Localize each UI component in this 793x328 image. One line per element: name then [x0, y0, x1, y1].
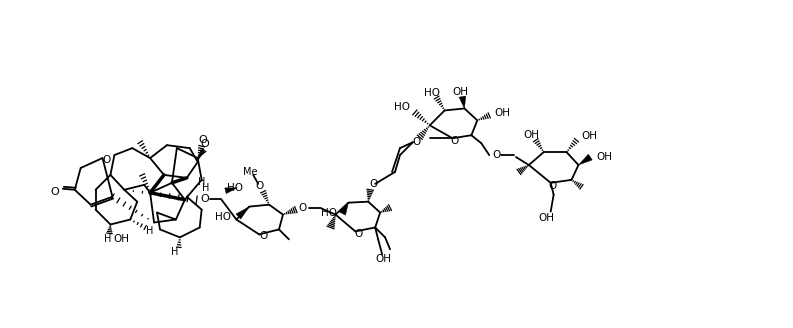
- Text: H: H: [104, 235, 111, 244]
- Text: O: O: [102, 155, 110, 165]
- Text: OH: OH: [113, 235, 129, 244]
- Text: OH: OH: [524, 130, 540, 140]
- Text: O: O: [492, 150, 500, 160]
- Text: OH: OH: [375, 254, 391, 264]
- Text: OH: OH: [538, 213, 555, 222]
- Text: HO: HO: [228, 183, 243, 193]
- Text: O: O: [201, 139, 209, 149]
- Text: O: O: [412, 137, 421, 147]
- Text: O: O: [354, 229, 362, 239]
- Text: O: O: [51, 187, 59, 197]
- Text: H: H: [171, 247, 178, 257]
- Text: O: O: [259, 231, 267, 241]
- Text: HO: HO: [216, 212, 232, 221]
- Text: O: O: [450, 136, 458, 146]
- Text: O: O: [299, 203, 307, 213]
- Text: OH: OH: [494, 109, 510, 118]
- Text: H: H: [198, 177, 205, 187]
- Text: OH: OH: [581, 131, 597, 141]
- Text: O: O: [198, 135, 207, 145]
- Polygon shape: [236, 207, 249, 219]
- Text: O: O: [369, 179, 377, 189]
- Text: H: H: [147, 226, 154, 236]
- Text: HO: HO: [320, 208, 336, 217]
- Text: O: O: [201, 194, 209, 204]
- Polygon shape: [459, 96, 465, 109]
- Text: H: H: [202, 183, 209, 193]
- Polygon shape: [339, 203, 348, 215]
- Polygon shape: [224, 188, 237, 194]
- Text: HO: HO: [423, 88, 439, 98]
- Text: Me: Me: [243, 167, 258, 177]
- Text: O: O: [255, 181, 263, 191]
- Polygon shape: [578, 154, 592, 165]
- Text: HO: HO: [394, 102, 410, 113]
- Text: O: O: [549, 181, 557, 191]
- Text: OH: OH: [596, 152, 612, 162]
- Text: OH: OH: [453, 87, 469, 97]
